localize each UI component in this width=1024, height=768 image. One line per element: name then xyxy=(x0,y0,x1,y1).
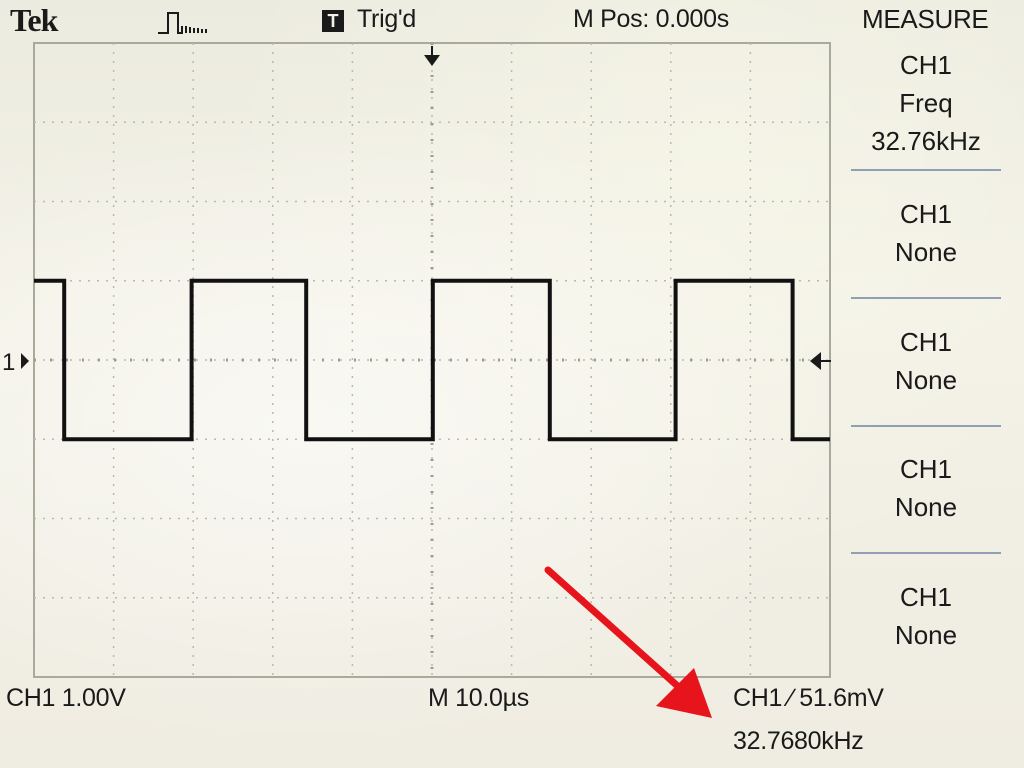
measure-slot-2[interactable]: CH1 None xyxy=(851,195,1001,271)
measure-source: CH1 xyxy=(899,50,952,80)
measure-type: None xyxy=(894,620,958,650)
measure-type: Freq xyxy=(899,88,953,118)
measure-source: CH1 xyxy=(899,582,952,612)
ch1-ground-marker: 1 xyxy=(2,349,15,376)
measure-source: CH1 xyxy=(899,327,952,357)
measure-slot-5[interactable]: CH1 None xyxy=(851,578,1001,654)
menu-divider xyxy=(851,552,1001,554)
left-arrow-icon xyxy=(810,352,831,370)
measure-slot-1[interactable]: CH1 Freq 32.76kHz xyxy=(851,46,1001,160)
ch1-scale-readout: CH1 1.00V xyxy=(6,684,126,712)
pulse-acquire-icon xyxy=(158,12,207,34)
measure-type: None xyxy=(894,492,958,522)
measure-type: None xyxy=(894,237,958,267)
menu-divider xyxy=(851,297,1001,299)
trigger-badge: T xyxy=(322,10,344,32)
measure-slot-3[interactable]: CH1 None xyxy=(851,323,1001,399)
measure-source: CH1 xyxy=(899,199,952,229)
ch1-trace xyxy=(34,278,830,442)
measure-slot-4[interactable]: CH1 None xyxy=(851,450,1001,526)
trigger-readout: CH1 ∕ 51.6mV xyxy=(733,684,884,712)
trigger-status: Trig'd xyxy=(357,5,417,33)
measure-value: 32.76kHz xyxy=(871,126,981,156)
horizontal-position-readout: M Pos: 0.000s xyxy=(573,5,729,33)
measure-menu-title: MEASURE xyxy=(862,4,989,34)
timebase-readout: M 10.0µs xyxy=(428,684,529,712)
frequency-counter-readout: 32.7680kHz xyxy=(733,727,864,755)
measure-type: None xyxy=(894,365,958,395)
menu-divider xyxy=(851,425,1001,427)
brand-logo: Tek xyxy=(10,2,58,38)
down-arrow-icon xyxy=(424,46,440,66)
measure-source: CH1 xyxy=(899,454,952,484)
ch1-ground-arrow-icon xyxy=(21,353,29,369)
menu-divider xyxy=(851,169,1001,171)
